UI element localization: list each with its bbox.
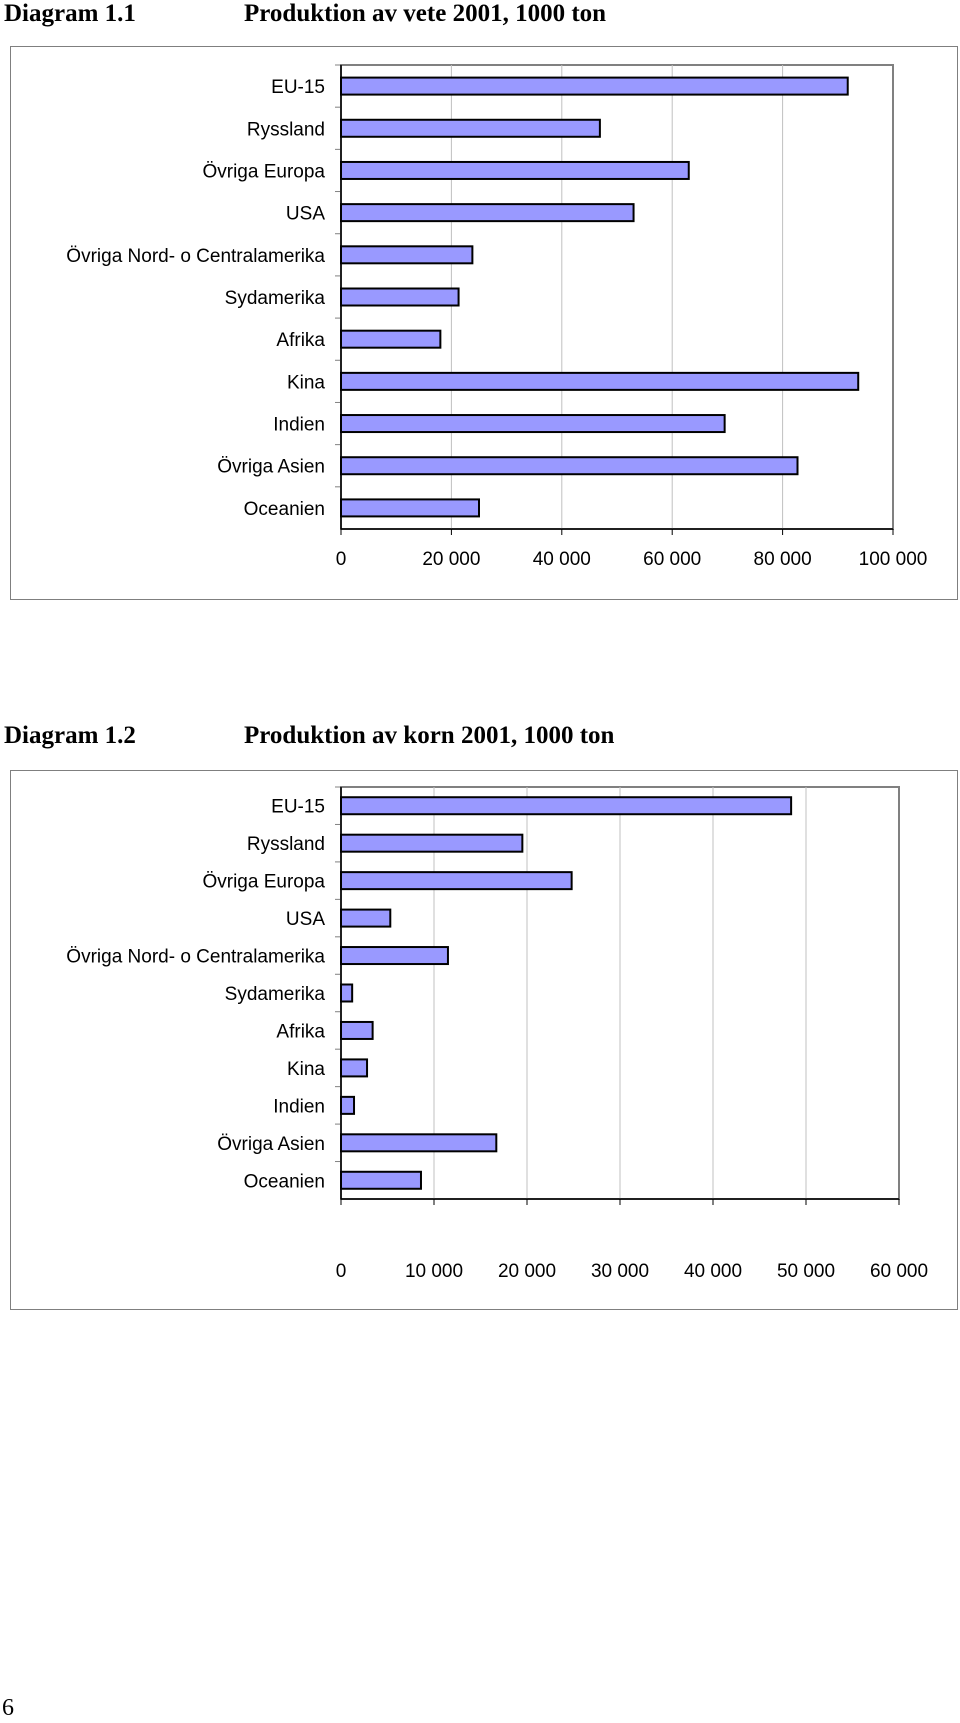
category-label: Övriga Europa	[202, 872, 325, 893]
tick-label: 10 000	[405, 1261, 463, 1282]
diagram-1-number: Diagram 1.1	[4, 0, 136, 27]
bar	[340, 329, 442, 349]
tick-label: 20 000	[422, 549, 480, 570]
category-label: Övriga Nord- o Centralamerika	[66, 947, 325, 968]
bar	[340, 1170, 422, 1190]
tick-label: 100 000	[859, 549, 928, 570]
bar	[340, 287, 460, 307]
bar	[340, 1133, 498, 1153]
category-label: Övriga Nord- o Centralamerika	[66, 246, 325, 267]
category-label: Övriga Europa	[202, 161, 325, 182]
bar	[340, 245, 474, 265]
category-label: Ryssland	[247, 834, 325, 855]
category-label: USA	[286, 909, 325, 930]
bar	[340, 908, 392, 928]
tick-label: 80 000	[754, 549, 812, 570]
category-label: Sydamerika	[225, 984, 326, 1005]
bar	[340, 371, 860, 391]
diagram-2-number: Diagram 1.2	[4, 722, 136, 749]
bar	[340, 1095, 356, 1115]
tick-label: 40 000	[533, 549, 591, 570]
category-label: Kina	[287, 372, 325, 393]
tick-label: 40 000	[684, 1261, 742, 1282]
category-label: Sydamerika	[225, 288, 326, 309]
tick-label: 60 000	[870, 1261, 928, 1282]
wheat-chart-svg: EU-15 Ryssland Övriga Europa USA Övriga Nord…	[66, 64, 928, 570]
category-label: Kina	[287, 1059, 325, 1080]
category-label: Indien	[273, 415, 325, 436]
bar	[340, 1058, 369, 1078]
bar	[340, 456, 799, 476]
bar	[340, 414, 726, 434]
diagram-2-title: Produktion av korn 2001, 1000 ton	[244, 722, 615, 749]
bar	[340, 871, 573, 891]
bar	[340, 498, 480, 518]
diagram-1-heading: Diagram 1.1 Produktion av vete 2001, 100…	[4, 0, 904, 32]
category-label: Indien	[273, 1096, 325, 1117]
tick-label: 50 000	[777, 1261, 835, 1282]
category-label: EU-15	[271, 797, 325, 818]
page-number: 6	[2, 1695, 14, 1721]
bar	[340, 203, 635, 223]
category-label: Oceanien	[244, 1171, 325, 1192]
bar	[340, 1020, 374, 1040]
tick-label: 60 000	[643, 549, 701, 570]
tick-label: 0	[336, 1261, 347, 1282]
barley-chart-svg: EU-15 Ryssland Övriga Europa USA Övriga Nord…	[66, 786, 928, 1282]
bar	[340, 833, 524, 853]
bar	[340, 946, 449, 966]
wheat-production-chart: EU-15 Ryssland Övriga Europa USA Övriga Nord…	[10, 46, 958, 600]
bar	[340, 118, 601, 138]
bar	[340, 76, 849, 96]
category-label: Oceanien	[244, 499, 325, 520]
category-label: EU-15	[271, 77, 325, 98]
barley-production-chart: EU-15 Ryssland Övriga Europa USA Övriga Nord…	[10, 770, 958, 1310]
bar	[340, 160, 690, 180]
diagram-2-heading: Diagram 1.2 Produktion av korn 2001, 100…	[4, 722, 904, 754]
category-label: Övriga Asien	[217, 1134, 325, 1155]
category-label: USA	[286, 204, 325, 225]
bar	[340, 796, 793, 816]
tick-label: 0	[336, 549, 347, 570]
bar	[340, 983, 354, 1003]
category-label: Afrika	[276, 1021, 325, 1042]
category-label: Afrika	[276, 330, 325, 351]
diagram-1-title: Produktion av vete 2001, 1000 ton	[244, 0, 607, 27]
category-label: Övriga Asien	[217, 457, 325, 478]
tick-label: 20 000	[498, 1261, 556, 1282]
category-label: Ryssland	[247, 119, 325, 140]
tick-label: 30 000	[591, 1261, 649, 1282]
